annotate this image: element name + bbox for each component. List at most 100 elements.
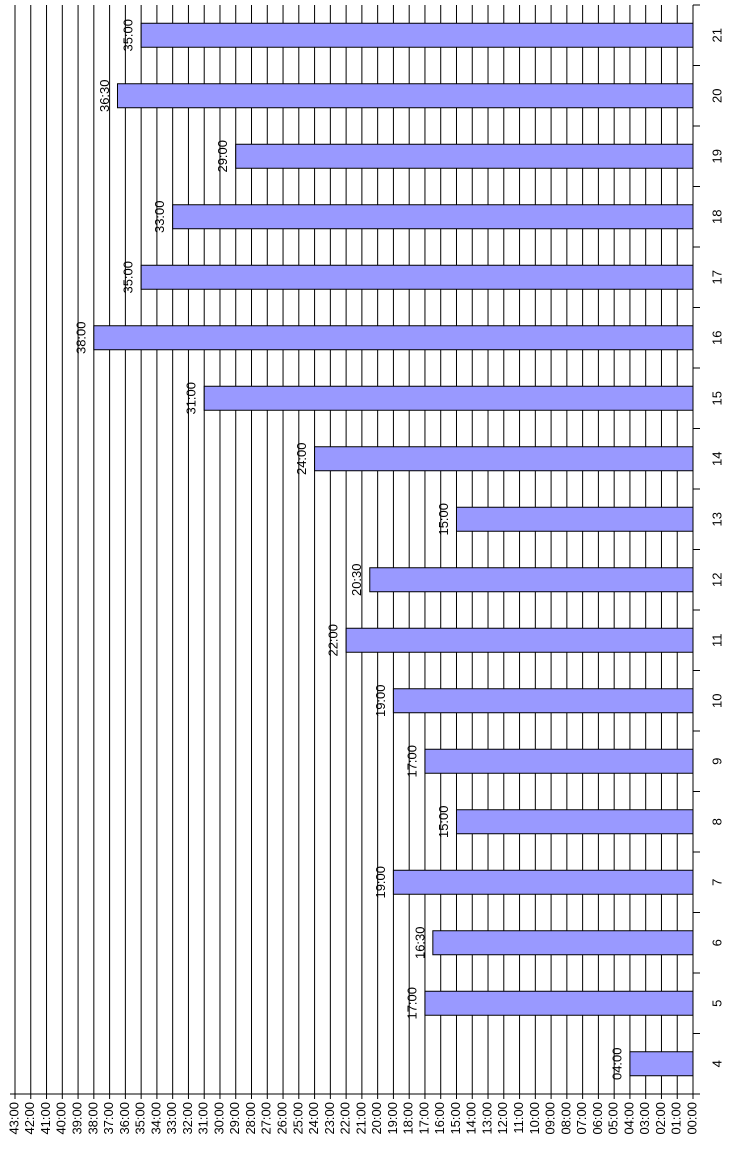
y-tick-label: 05:00: [606, 1102, 621, 1135]
data-label: 15:00: [436, 805, 451, 838]
bar: [392, 869, 694, 895]
y-tick-label: 22:00: [338, 1102, 353, 1135]
data-label: 31:00: [184, 382, 199, 415]
x-tick-label: 12: [709, 573, 724, 587]
x-tick-label: 19: [709, 149, 724, 163]
x-tick-label: 15: [709, 391, 724, 405]
data-label: 36:30: [97, 79, 112, 112]
bar: [314, 446, 694, 472]
x-tick-label: 16: [709, 331, 724, 345]
y-tick-label: 27:00: [259, 1102, 274, 1135]
y-tick-label: 13:00: [479, 1102, 494, 1135]
data-label: 33:00: [152, 200, 167, 233]
y-tick-label: 16:00: [432, 1102, 447, 1135]
y-tick-label: 19:00: [385, 1102, 400, 1135]
y-tick-label: 39:00: [70, 1102, 85, 1135]
x-tick-label: 6: [709, 939, 724, 946]
x-tick-label: 9: [709, 758, 724, 765]
y-tick-label: 15:00: [448, 1102, 463, 1135]
x-tick-label: 5: [709, 1000, 724, 1007]
y-tick-label: 25:00: [290, 1102, 305, 1135]
data-label: 19:00: [373, 684, 388, 717]
x-tick-label: 10: [709, 694, 724, 708]
y-tick-label: 36:00: [117, 1102, 132, 1135]
x-tick-label: 13: [709, 512, 724, 526]
bar: [369, 567, 694, 593]
y-tick-label: 09:00: [543, 1102, 558, 1135]
data-label: 04:00: [609, 1047, 624, 1080]
y-tick-label: 26:00: [274, 1102, 289, 1135]
bar: [455, 809, 694, 835]
data-label: 20:30: [349, 563, 364, 596]
x-tick-label: 14: [709, 452, 724, 466]
data-label: 17:00: [404, 987, 419, 1020]
y-tick-label: 34:00: [148, 1102, 163, 1135]
y-tick-label: 23:00: [322, 1102, 337, 1135]
y-tick-label: 37:00: [101, 1102, 116, 1135]
y-tick-label: 40:00: [54, 1102, 69, 1135]
x-tick-label: 20: [709, 89, 724, 103]
y-tick-label: 33:00: [164, 1102, 179, 1135]
bar: [392, 688, 694, 714]
data-label: 38:00: [73, 321, 88, 354]
bar: [629, 1051, 694, 1077]
data-label: 35:00: [121, 261, 136, 294]
y-tick-label: 10:00: [527, 1102, 542, 1135]
y-tick-label: 28:00: [243, 1102, 258, 1135]
bar: [235, 143, 694, 169]
y-tick-label: 29:00: [227, 1102, 242, 1135]
y-tick-label: 42:00: [22, 1102, 37, 1135]
bar: [93, 325, 694, 351]
bar: [424, 990, 694, 1016]
bar: [172, 204, 694, 230]
bar: [424, 748, 694, 774]
y-tick-label: 12:00: [495, 1102, 510, 1135]
x-tick-label: 18: [709, 210, 724, 224]
data-label: 24:00: [294, 442, 309, 475]
y-tick-label: 35:00: [133, 1102, 148, 1135]
y-tick-label: 32:00: [180, 1102, 195, 1135]
y-tick-label: 38:00: [85, 1102, 100, 1135]
y-tick-label: 20:00: [369, 1102, 384, 1135]
x-tick-label: 11: [709, 634, 724, 648]
x-tick-label: 8: [709, 818, 724, 825]
bar: [455, 506, 694, 532]
data-label: 29:00: [215, 140, 230, 173]
y-tick-label: 41:00: [38, 1102, 53, 1135]
y-tick-label: 03:00: [637, 1102, 652, 1135]
y-tick-label: 43:00: [6, 1102, 21, 1135]
x-tick-label: 4: [709, 1060, 724, 1067]
bar: [432, 930, 694, 956]
x-tick-label: 7: [709, 879, 724, 886]
data-label: 16:30: [412, 926, 427, 959]
data-label: 35:00: [121, 19, 136, 52]
y-tick-label: 07:00: [574, 1102, 589, 1135]
y-tick-label: 17:00: [416, 1102, 431, 1135]
x-tick-label: 21: [709, 28, 724, 42]
bar: [203, 385, 694, 411]
bar: [116, 83, 694, 109]
y-tick-label: 08:00: [558, 1102, 573, 1135]
y-tick-label: 02:00: [653, 1102, 668, 1135]
y-tick-label: 21:00: [353, 1102, 368, 1135]
data-label: 22:00: [326, 624, 341, 657]
data-label: 17:00: [404, 745, 419, 778]
y-tick-label: 00:00: [684, 1102, 699, 1135]
y-tick-label: 11:00: [511, 1102, 526, 1134]
bar: [140, 264, 694, 290]
data-label: 15:00: [436, 503, 451, 536]
y-tick-label: 04:00: [621, 1102, 636, 1135]
y-tick-label: 06:00: [590, 1102, 605, 1135]
y-tick-label: 30:00: [211, 1102, 226, 1135]
y-tick-label: 18:00: [401, 1102, 416, 1135]
y-tick-label: 01:00: [669, 1102, 684, 1135]
bar: [140, 22, 694, 48]
y-tick-label: 24:00: [306, 1102, 321, 1135]
y-tick-label: 14:00: [464, 1102, 479, 1135]
data-label: 19:00: [373, 866, 388, 899]
y-tick-label: 31:00: [196, 1102, 211, 1135]
bar: [345, 627, 694, 653]
x-tick-label: 17: [709, 270, 724, 284]
